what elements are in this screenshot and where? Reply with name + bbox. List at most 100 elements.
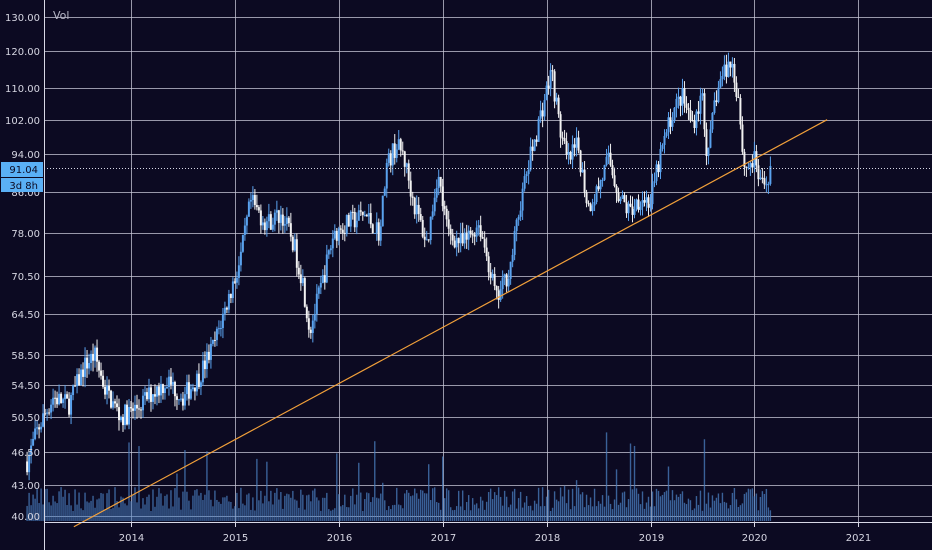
candle-body (567, 151, 570, 155)
candle-body (499, 289, 502, 300)
volume-bar (388, 506, 390, 521)
volume-bar (250, 509, 252, 521)
volume-bar (356, 494, 358, 521)
candle-body (515, 219, 518, 231)
volume-bar (242, 503, 244, 521)
volume-bar (671, 490, 674, 521)
volume-bar (445, 488, 448, 521)
candle-body (299, 274, 302, 284)
candle-body (349, 211, 352, 227)
candle-body (479, 225, 482, 238)
candle-body (621, 195, 624, 199)
volume-bar (579, 494, 582, 521)
candle-body (311, 320, 314, 334)
volume-bar (300, 489, 302, 521)
volume-bar (106, 493, 108, 521)
volume-bar (368, 493, 370, 521)
candle-body (517, 216, 520, 220)
volume-bar (330, 510, 332, 521)
volume-bar (422, 490, 424, 521)
volume-bar (675, 494, 678, 521)
candle-body (173, 382, 176, 397)
volume-bar (725, 502, 728, 521)
candle-body (335, 230, 338, 241)
candle-body (82, 369, 85, 377)
y-tick-label: 58.50 (11, 351, 40, 362)
candle-body (275, 210, 278, 213)
candle-body (277, 210, 280, 223)
y-tick-label: 110.00 (5, 84, 40, 95)
candle-body (32, 438, 35, 446)
candle-body (579, 150, 582, 173)
candle-body (135, 404, 138, 409)
volume-bar (418, 498, 420, 521)
volume-bar (216, 499, 218, 521)
candle-body (405, 163, 408, 167)
volume-bar (745, 492, 748, 521)
volume-bar (535, 503, 538, 521)
candle-body (693, 120, 696, 128)
candle-body (421, 219, 424, 237)
candle-body (637, 199, 640, 210)
volume-bar (344, 494, 346, 521)
volume-bar (348, 507, 350, 521)
candle-body (667, 117, 670, 133)
volume-bar (485, 501, 488, 521)
candle-body (537, 118, 540, 142)
candle-body (110, 390, 113, 408)
volume-bar (394, 504, 396, 521)
y-tick-label: 86.00 (11, 188, 40, 199)
volume-bar (352, 488, 354, 521)
candle-body (681, 88, 684, 106)
trendline[interactable] (73, 119, 828, 528)
candle-body (519, 210, 522, 217)
time-axis[interactable]: 2014 2015 2016 2017 2018 2019 2020 2021 (119, 522, 871, 544)
candle-body (341, 229, 344, 233)
volume-bar (26, 505, 28, 521)
volume-bar (711, 495, 714, 521)
candle-body (116, 403, 119, 408)
candle-body (78, 374, 81, 386)
volume-bar (647, 496, 650, 521)
candle-body (633, 209, 636, 215)
volume-bar (539, 506, 542, 521)
candle-body (177, 399, 180, 401)
candle-body (639, 206, 642, 210)
candle-body (397, 139, 400, 150)
candle-body (331, 238, 334, 249)
volume-bar (607, 495, 610, 521)
candle-body (279, 214, 282, 223)
volume-bar (455, 506, 458, 521)
volume-bar (511, 491, 514, 521)
volume-bar (525, 496, 528, 521)
candle-body (653, 181, 656, 184)
candle-body (609, 152, 612, 166)
candle-body (539, 110, 542, 119)
volume-bar (96, 499, 98, 521)
price-axis[interactable]: 130.00 120.00 110.00 102.00 94.00 86.00 78.00 7… (5, 13, 40, 523)
candle-body (725, 64, 728, 77)
candle-body (573, 144, 576, 148)
volume-bar (252, 497, 254, 521)
candle-body (745, 166, 748, 168)
volume-bar (755, 493, 758, 521)
volume-bar (258, 500, 260, 521)
volume-bar (274, 492, 276, 521)
candle-body (287, 217, 290, 224)
last-price-tag-box (1, 162, 43, 177)
volume-bar (232, 508, 234, 521)
candle-body (171, 382, 174, 385)
volume-bar (408, 492, 410, 521)
volume-bar (228, 501, 230, 521)
volume-bar (577, 487, 580, 521)
volume-bar (489, 488, 492, 521)
volume-bar (360, 492, 362, 521)
candle-body (411, 196, 414, 198)
candle-body (66, 394, 69, 399)
volume-bar (603, 506, 606, 521)
candle-body (565, 141, 568, 155)
candle-body (677, 96, 680, 99)
volume-bar (599, 503, 602, 521)
volume-bar (254, 510, 256, 521)
